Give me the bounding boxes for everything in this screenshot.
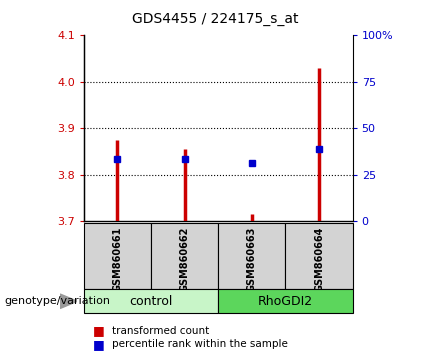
Text: GSM860662: GSM860662 [180,226,190,292]
Bar [218,289,353,313]
Polygon shape [60,294,77,308]
Text: percentile rank within the sample: percentile rank within the sample [112,339,288,349]
Text: genotype/variation: genotype/variation [4,296,111,306]
Bar [151,223,218,289]
Bar [84,289,218,313]
Bar [218,223,286,289]
Text: GSM860661: GSM860661 [112,226,123,292]
Text: transformed count: transformed count [112,326,209,336]
Bar [286,223,353,289]
Text: GDS4455 / 224175_s_at: GDS4455 / 224175_s_at [132,12,298,27]
Text: GSM860663: GSM860663 [247,226,257,292]
Text: control: control [129,295,173,308]
Bar [84,223,151,289]
Text: GSM860664: GSM860664 [314,226,324,292]
Text: ■: ■ [92,325,104,337]
Text: RhoGDI2: RhoGDI2 [258,295,313,308]
Text: ■: ■ [92,338,104,350]
